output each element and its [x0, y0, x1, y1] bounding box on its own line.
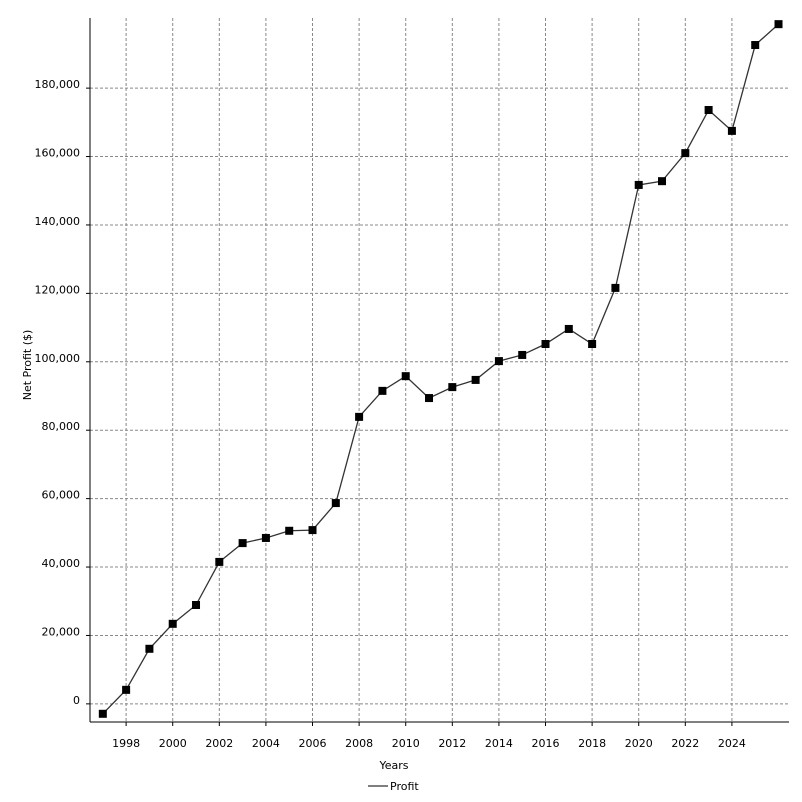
data-point — [704, 106, 713, 115]
y-tick-label: 0 — [73, 694, 80, 707]
data-point — [192, 601, 201, 610]
data-point — [168, 619, 177, 628]
data-point — [611, 283, 620, 292]
data-point — [355, 412, 364, 421]
x-tick-label: 1998 — [112, 737, 140, 750]
y-tick-label: 80,000 — [42, 420, 81, 433]
data-point — [494, 357, 503, 366]
x-tick-label: 2020 — [625, 737, 653, 750]
data-point — [751, 41, 760, 50]
series-line — [102, 23, 779, 715]
data-point — [634, 180, 643, 189]
data-point — [681, 149, 690, 158]
y-tick-label: 60,000 — [42, 489, 81, 502]
x-tick-label: 2016 — [532, 737, 560, 750]
data-point — [727, 126, 736, 135]
data-point — [308, 526, 317, 535]
data-point — [238, 539, 247, 548]
data-point — [378, 386, 387, 395]
x-tick-label: 2008 — [345, 737, 373, 750]
y-tick-label: 40,000 — [42, 557, 81, 570]
x-tick-label: 2000 — [159, 737, 187, 750]
data-point — [518, 350, 527, 359]
data-point — [658, 177, 667, 186]
data-point — [215, 557, 224, 566]
data-point — [145, 644, 154, 653]
x-tick-label: 2024 — [718, 737, 746, 750]
y-tick-label: 20,000 — [42, 625, 81, 638]
x-tick-label: 2022 — [671, 737, 699, 750]
data-point — [425, 394, 434, 403]
x-tick-label: 2004 — [252, 737, 280, 750]
y-axis-title: Net Profit ($) — [21, 330, 34, 401]
data-point — [774, 20, 783, 29]
data-point — [331, 499, 340, 508]
legend-label: Profit — [390, 780, 419, 793]
x-tick-label: 2018 — [578, 737, 606, 750]
y-tick-label: 180,000 — [35, 78, 81, 91]
y-tick-label: 160,000 — [35, 147, 81, 160]
data-point — [564, 324, 573, 333]
data-point — [471, 375, 480, 384]
data-point — [588, 340, 597, 349]
data-point — [98, 709, 107, 718]
data-point — [261, 533, 270, 542]
x-tick-label: 2014 — [485, 737, 513, 750]
data-point — [401, 372, 410, 381]
y-tick-label: 100,000 — [35, 352, 81, 365]
x-tick-label: 2006 — [299, 737, 327, 750]
y-tick-label: 140,000 — [35, 215, 81, 228]
x-tick-label: 2012 — [438, 737, 466, 750]
y-tick-label: 120,000 — [35, 283, 81, 296]
x-axis-title: Years — [378, 759, 408, 772]
x-tick-label: 2002 — [205, 737, 233, 750]
data-point — [122, 685, 131, 694]
data-point — [285, 526, 294, 535]
data-point — [448, 383, 457, 392]
x-tick-label: 2010 — [392, 737, 420, 750]
data-point — [541, 340, 550, 349]
